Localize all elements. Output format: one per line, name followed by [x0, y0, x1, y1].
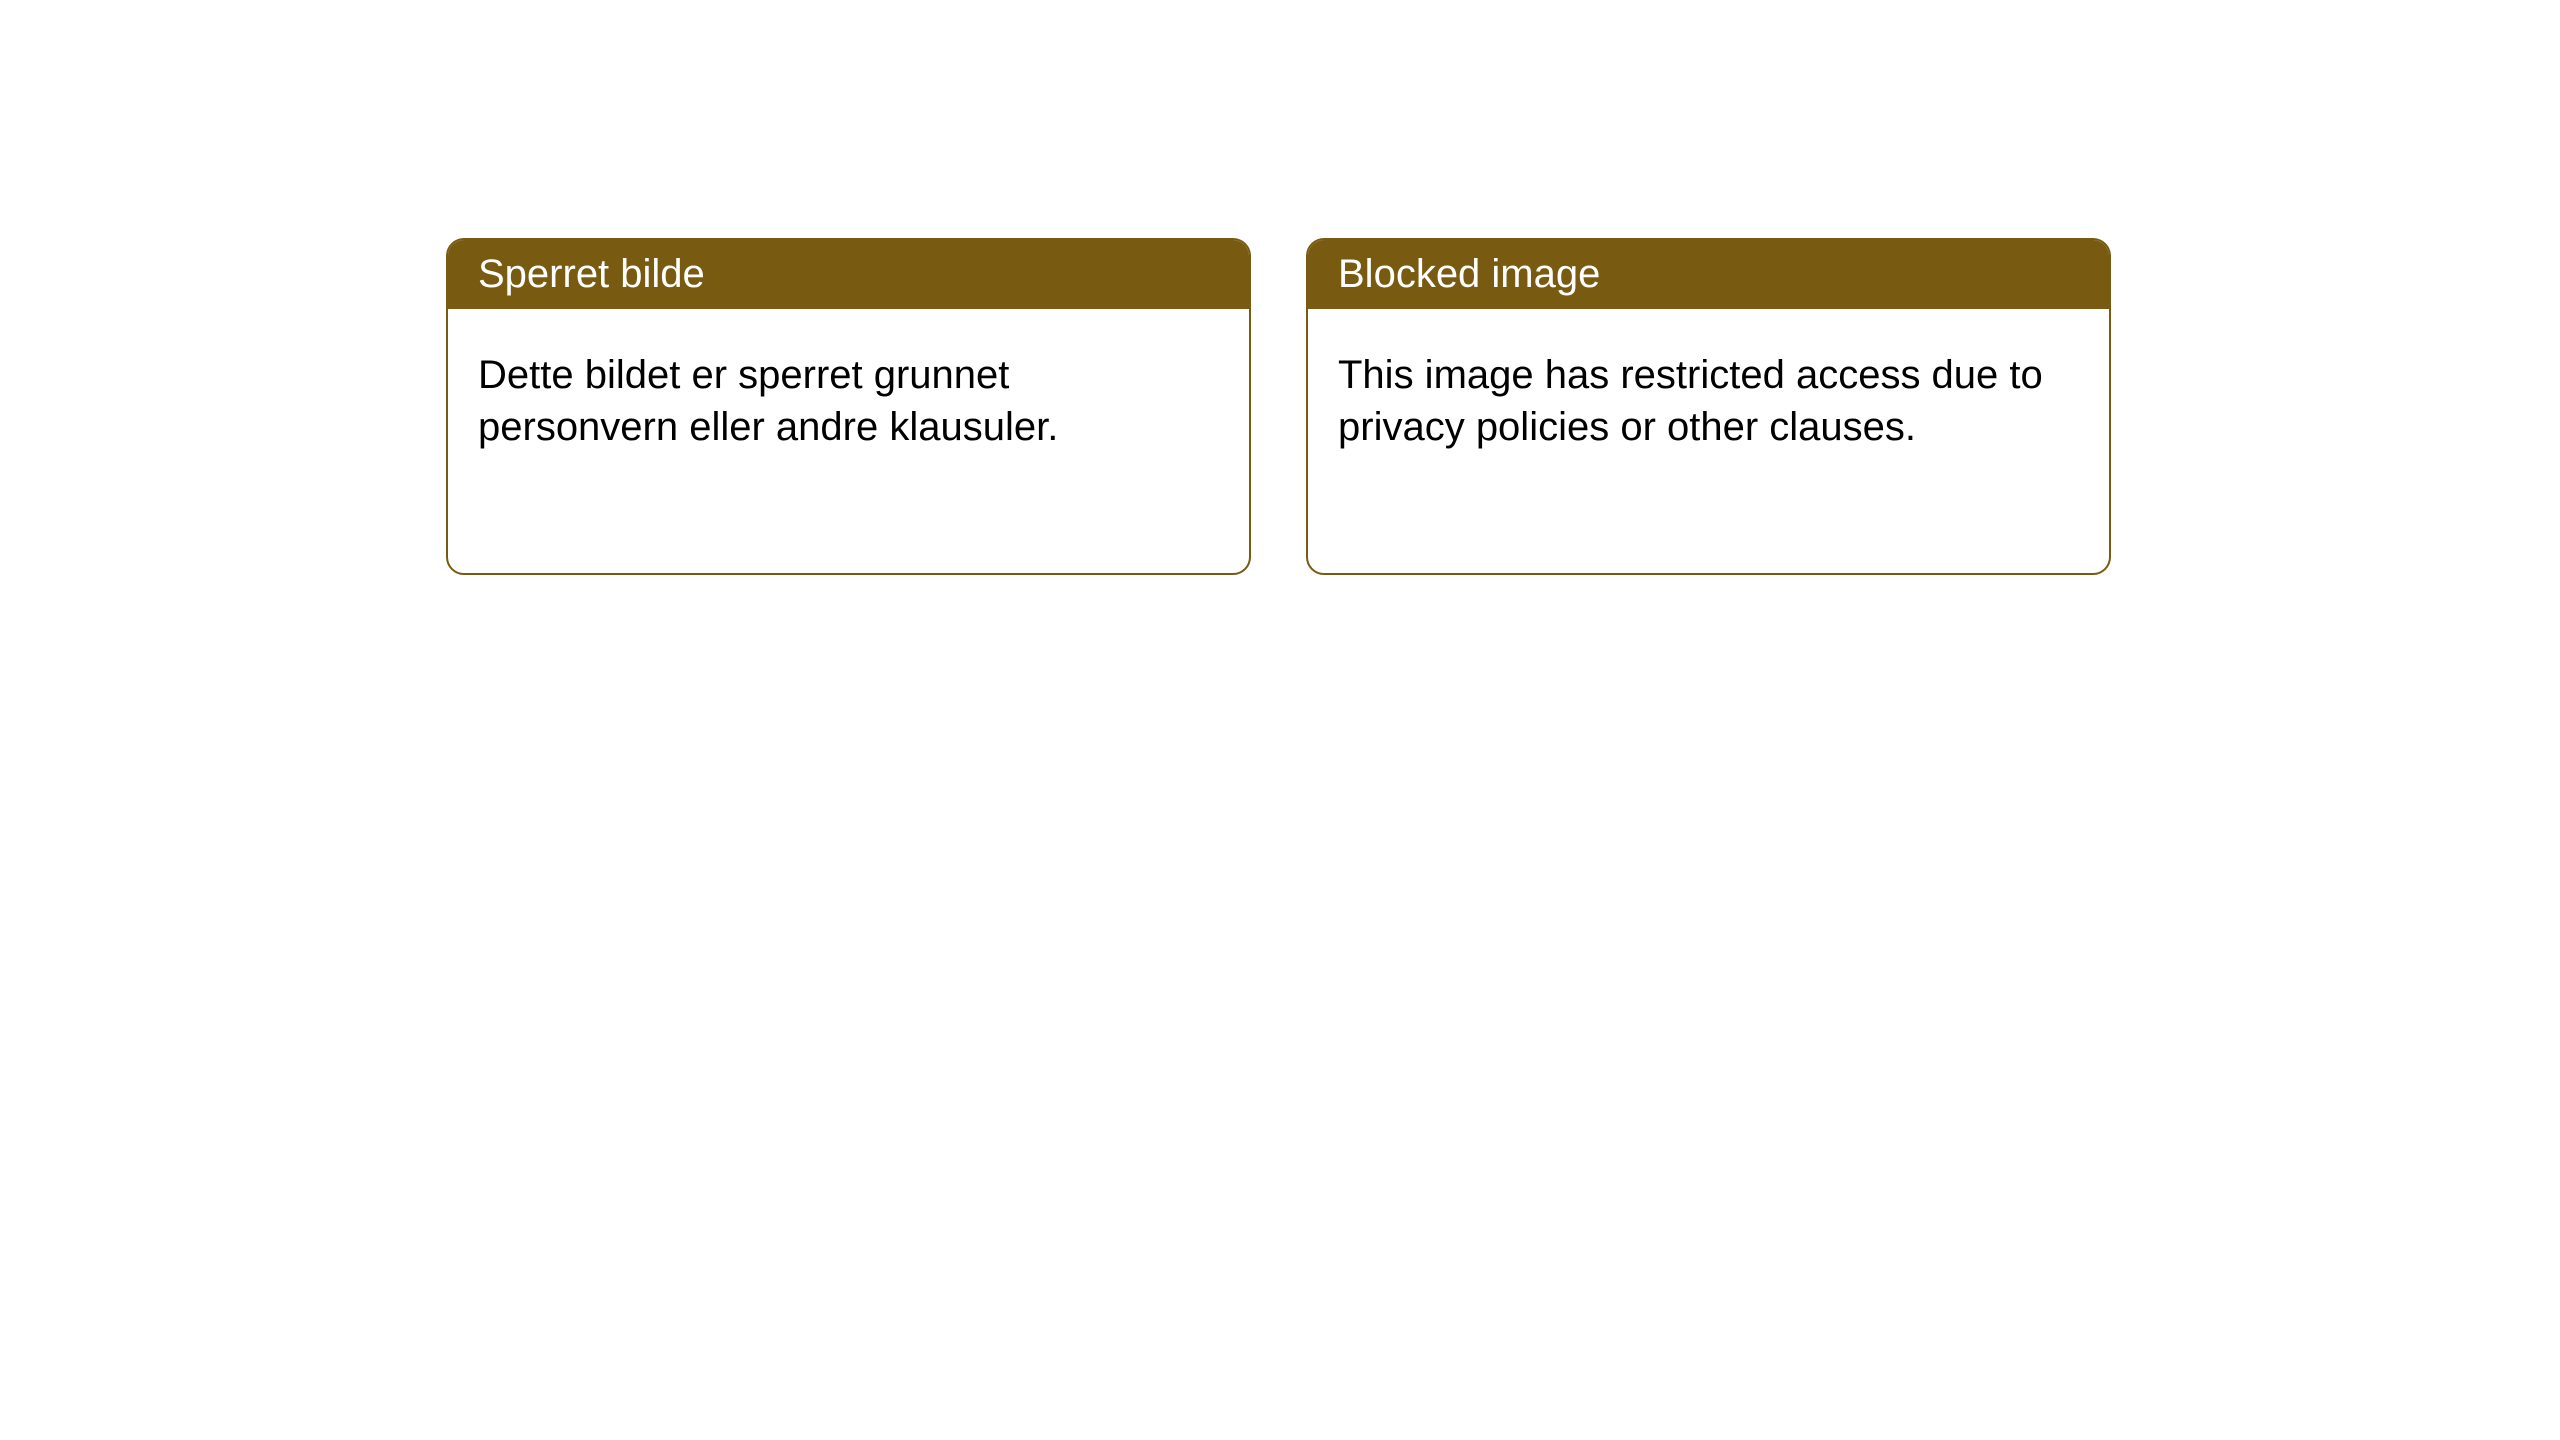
notice-card-body: Dette bildet er sperret grunnet personve…: [448, 309, 1249, 493]
notice-card-english: Blocked image This image has restricted …: [1306, 238, 2111, 575]
notice-card-header: Blocked image: [1308, 240, 2109, 309]
notice-card-header: Sperret bilde: [448, 240, 1249, 309]
notice-card-body: This image has restricted access due to …: [1308, 309, 2109, 493]
notice-card-norwegian: Sperret bilde Dette bildet er sperret gr…: [446, 238, 1251, 575]
notice-cards-container: Sperret bilde Dette bildet er sperret gr…: [0, 0, 2560, 575]
